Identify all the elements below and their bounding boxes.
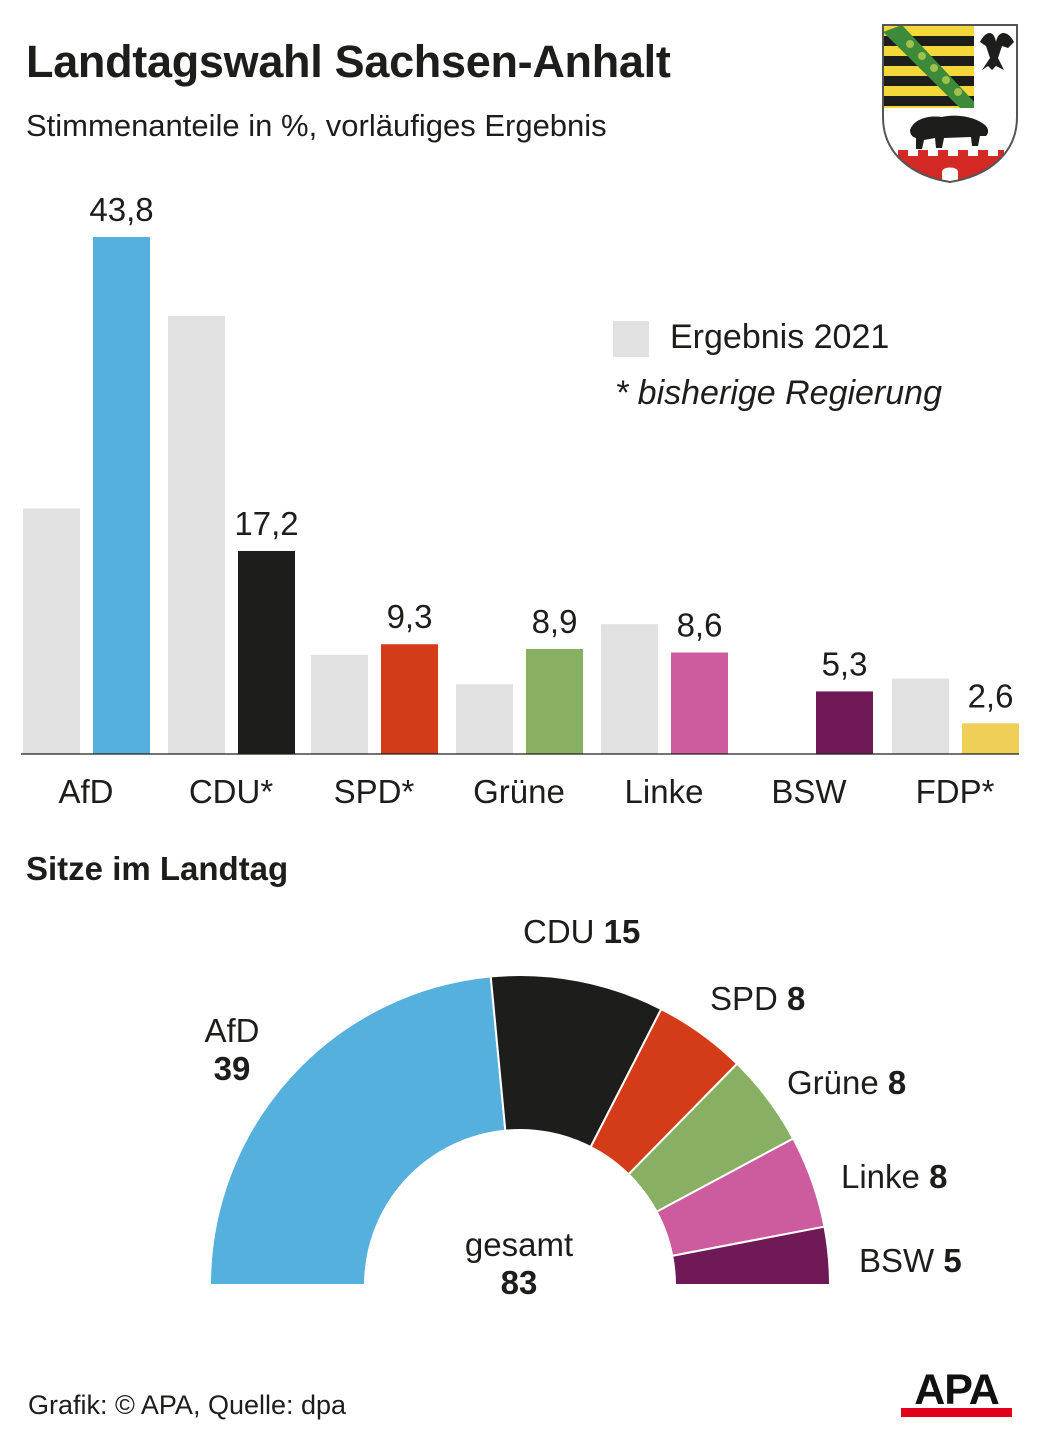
apa-logo-text: APA	[914, 1366, 1000, 1414]
bar-current-bsw	[816, 691, 873, 754]
bar-2021-linke	[601, 624, 658, 754]
seat-segment-bsw	[671, 1225, 832, 1286]
bar-current-afd	[93, 237, 150, 754]
category-label-fdp: FDP*	[916, 773, 995, 810]
bar-current-linke	[671, 652, 728, 754]
seat-label-cdu: CDU 15	[523, 913, 640, 951]
bar-value-label-linke: 8,6	[677, 606, 723, 643]
seats-title: Sitze im Landtag	[26, 850, 289, 887]
category-label-cdu: CDU*	[189, 773, 273, 810]
seat-segment-afd	[208, 975, 507, 1286]
seat-party-cdu: CDU	[523, 913, 595, 950]
seat-party-linke: Linke	[841, 1158, 920, 1195]
seat-total-count: 83	[500, 1263, 538, 1301]
seat-count-linke: 8	[929, 1158, 948, 1195]
bar-2021-gruene	[456, 684, 513, 754]
legend-swatch-2021	[613, 321, 649, 357]
legend-note-government: * bisherige Regierung	[615, 374, 942, 412]
seat-count-gruene: 8	[887, 1064, 907, 1101]
category-label-bsw: BSW	[771, 773, 847, 810]
seat-total-text: gesamt	[464, 1226, 574, 1263]
bar-value-label-fdp: 2,6	[968, 677, 1014, 714]
seat-label-gruene: Grüne 8	[787, 1064, 906, 1102]
bar-current-fdp	[962, 723, 1019, 754]
legend-label-2021: Ergebnis 2021	[670, 318, 890, 356]
seat-party-afd: AfD	[204, 1012, 260, 1049]
seat-count-spd: 8	[787, 980, 806, 1017]
seat-label-linke: Linke 8	[841, 1158, 947, 1196]
seat-count-bsw: 5	[943, 1242, 962, 1279]
bar-2021-spd	[311, 654, 368, 754]
bar-2021-fdp	[892, 678, 949, 754]
seat-count-afd: 39	[213, 1049, 251, 1087]
bar-2021-cdu	[168, 316, 225, 754]
chart-title: Landtagswahl Sachsen-Anhalt	[26, 36, 671, 87]
bar-current-spd	[381, 644, 438, 754]
bar-value-label-afd: 43,8	[89, 191, 153, 228]
apa-logo: APA	[901, 1366, 1012, 1420]
coat-of-arms-icon	[882, 24, 1018, 184]
footer-source: Grafik: © APA, Quelle: dpa	[28, 1390, 347, 1420]
category-label-gruene: Grüne	[473, 773, 565, 810]
chart-subtitle: Stimmenanteile in %, vorläufiges Ergebni…	[26, 108, 607, 143]
seat-label-bsw: BSW 5	[859, 1242, 962, 1280]
seat-label-afd: AfD 39	[200, 1012, 264, 1088]
bar-value-label-bsw: 5,3	[822, 645, 868, 682]
apa-logo-bar	[901, 1408, 1012, 1417]
bar-value-label-cdu: 17,2	[234, 505, 298, 542]
category-label-spd: SPD*	[334, 773, 415, 810]
seat-label-spd: SPD 8	[710, 980, 805, 1018]
seat-total-label: gesamt 83	[443, 1226, 595, 1302]
category-label-afd: AfD	[58, 773, 113, 810]
bar-value-label-spd: 9,3	[387, 598, 433, 635]
bar-value-label-gruene: 8,9	[532, 603, 578, 640]
bar-2021-afd	[23, 508, 80, 754]
category-label-linke: Linke	[625, 773, 704, 810]
bar-current-gruene	[526, 648, 583, 754]
bar-chart: 43,8 AfD 17,2 CDU* 9,3 SPD* 8,9 Grüne 8,6 Linke 5,…	[21, 191, 1019, 810]
bar-current-cdu	[238, 550, 295, 754]
seat-party-gruene: Grüne	[787, 1064, 879, 1101]
seat-count-cdu: 15	[603, 913, 641, 950]
seat-party-bsw: BSW	[859, 1242, 935, 1279]
seat-party-spd: SPD	[710, 980, 778, 1017]
